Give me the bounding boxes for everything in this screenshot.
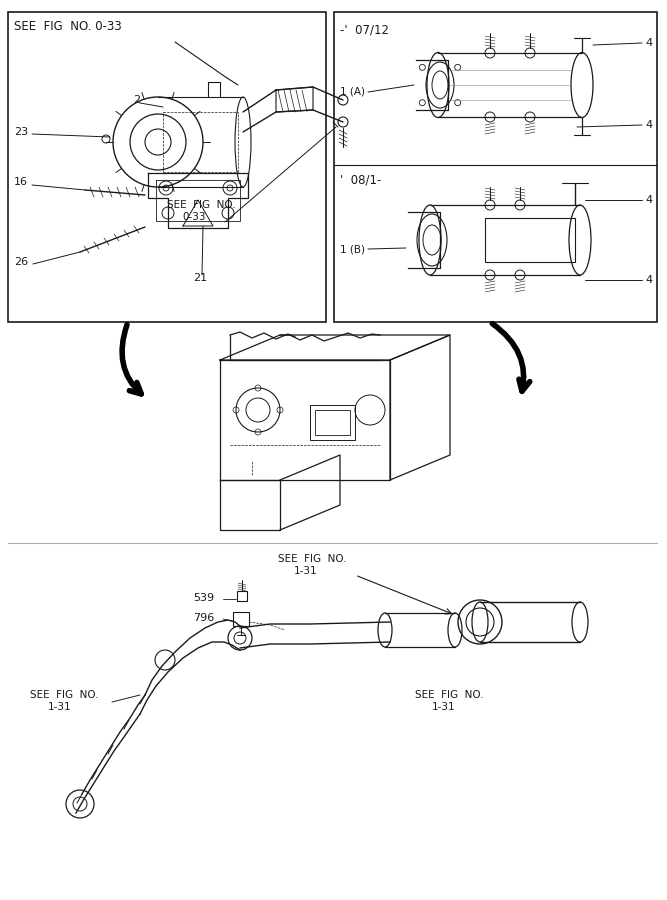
Bar (237, 591, 247, 601)
Text: 796: 796 (193, 613, 214, 623)
Bar (485, 218, 575, 262)
Text: SEE  FIG  NO. 0-33: SEE FIG NO. 0-33 (14, 20, 122, 32)
Text: 4: 4 (645, 120, 652, 130)
Text: 4: 4 (645, 38, 652, 48)
Text: -'  07/12: -' 07/12 (340, 23, 389, 37)
Bar (334, 12, 657, 322)
Text: SEE  FIG  NO.: SEE FIG NO. (415, 690, 484, 700)
Bar (233, 612, 249, 626)
Text: 539: 539 (193, 593, 214, 603)
Text: 1 (B): 1 (B) (340, 244, 365, 254)
Text: SEE  FIG  NO.: SEE FIG NO. (30, 690, 99, 700)
Text: 1-31: 1-31 (48, 702, 71, 712)
Text: 0-33: 0-33 (182, 212, 205, 222)
Text: SEE  FIG  NO.: SEE FIG NO. (278, 554, 347, 564)
Bar (315, 410, 350, 435)
Text: 23: 23 (14, 127, 28, 137)
Text: 16: 16 (14, 177, 28, 187)
Bar (310, 405, 355, 440)
Text: 1-31: 1-31 (294, 566, 317, 576)
Text: 1 (A): 1 (A) (340, 87, 365, 97)
Text: '  08/1-: ' 08/1- (340, 174, 382, 186)
Text: 1-31: 1-31 (432, 702, 456, 712)
Bar (8, 12, 326, 322)
Text: SEE  FIG  NO.: SEE FIG NO. (167, 200, 235, 210)
Text: 2: 2 (133, 95, 140, 105)
Text: 4: 4 (645, 275, 652, 285)
Text: 26: 26 (14, 257, 28, 267)
Text: 21: 21 (193, 273, 207, 283)
Text: 4: 4 (645, 195, 652, 205)
